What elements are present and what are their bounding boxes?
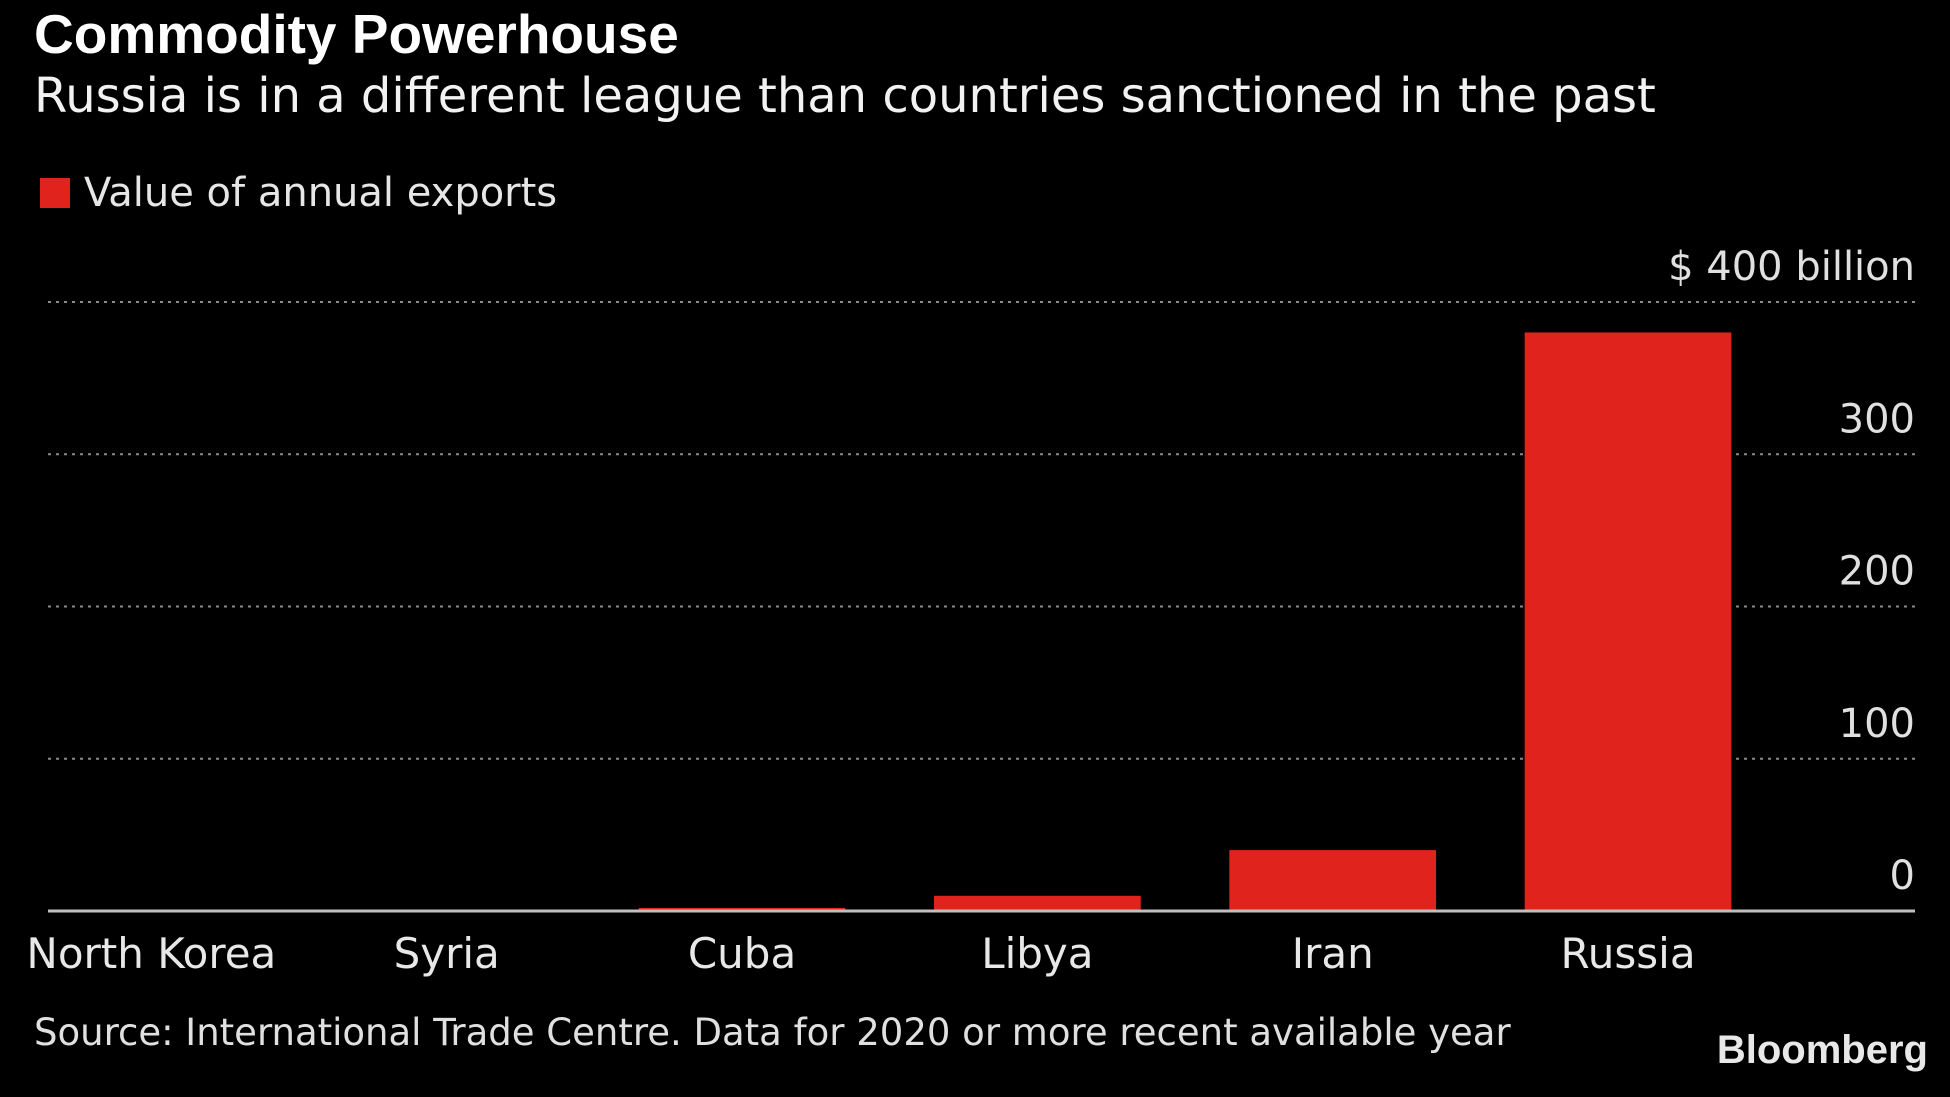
x-tick-label: North Korea [26, 929, 276, 978]
y-tick-label: 100 [1839, 701, 1915, 747]
chart-title: Commodity Powerhouse [34, 3, 679, 65]
y-tick-label: 200 [1839, 549, 1915, 595]
x-tick-label: Syria [394, 929, 500, 978]
y-tick-label: 0 [1890, 853, 1915, 899]
y-tick-label: $ 400 billion [1668, 244, 1915, 290]
legend-label: Value of annual exports [84, 170, 558, 216]
legend-swatch [40, 178, 70, 208]
bloomberg-logo: Bloomberg [1716, 1028, 1928, 1072]
bar-iran [1229, 850, 1437, 911]
source-note: Source: International Trade Centre. Data… [34, 1011, 1511, 1054]
x-tick-label: Russia [1560, 929, 1695, 978]
x-tick-label: Iran [1292, 929, 1374, 978]
bar-libya [934, 895, 1141, 911]
x-tick-label: Cuba [688, 929, 796, 978]
chart-subtitle: Russia is in a different league than cou… [34, 68, 1656, 124]
legend: Value of annual exports [40, 168, 557, 218]
y-tick-label: 300 [1839, 396, 1915, 442]
bar-cuba [638, 907, 846, 911]
x-tick-label: Libya [981, 929, 1093, 978]
bar-russia [1524, 332, 1732, 911]
